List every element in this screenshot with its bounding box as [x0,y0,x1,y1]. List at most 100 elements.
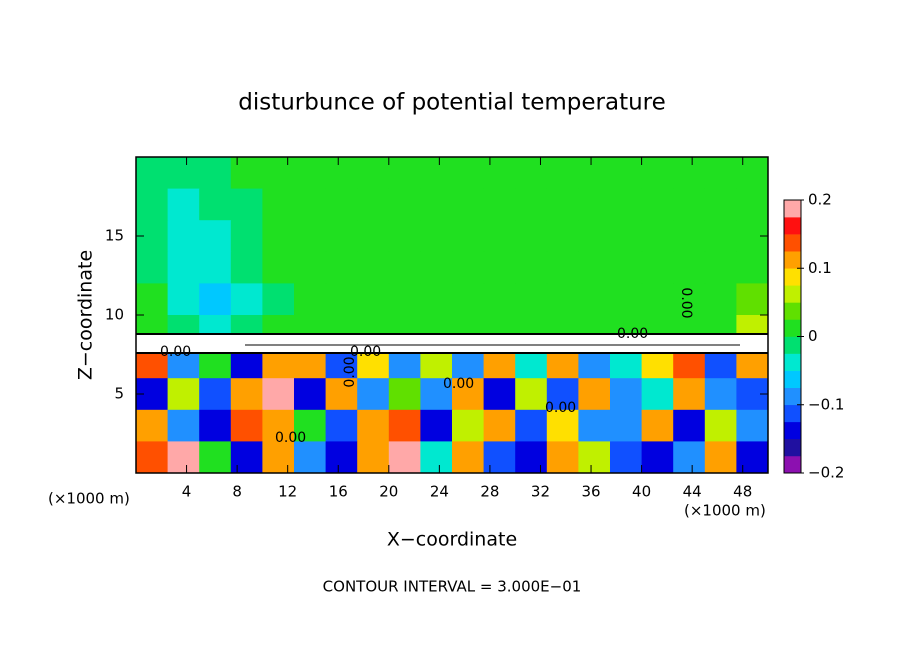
field-cell [641,378,674,411]
x-tick-label: 12 [278,483,297,501]
colorbar-segment [784,404,801,423]
field-cell [262,409,295,442]
field-cell [388,157,421,190]
field-cell [420,283,453,316]
x-tick-label: 28 [480,483,499,501]
field-cell [357,220,390,253]
field-cell [325,220,358,253]
field-cell [546,283,579,316]
field-cell [704,220,737,253]
colorbar-tick-label: 0.1 [808,259,832,277]
field-cell [546,220,579,253]
field-cell [199,378,232,411]
field-cell [199,441,232,474]
field-cell [357,157,390,190]
field-cell [673,157,706,190]
field-cell [357,188,390,221]
field-cell [199,157,232,190]
field-cell [420,441,453,474]
field-cell [736,409,769,442]
field-cell [136,283,169,316]
field-cell [610,220,643,253]
colorbar-segment [784,234,801,252]
contour-label: 0.00 [545,400,576,416]
field-cell [483,409,516,442]
field-cell [294,157,327,190]
field-cell [262,378,295,411]
x-tick-label: 24 [430,483,449,501]
field-cell [262,157,295,190]
field-cell [515,409,548,442]
field-cell [578,441,611,474]
field-cell [167,220,200,253]
field-cell [704,157,737,190]
y-tick-label: 10 [105,306,124,324]
field-cell [578,220,611,253]
field-cell [704,441,737,474]
colorbar-segment [784,438,801,457]
field-cell [452,251,485,284]
contour-label: 0.00 [350,344,381,360]
x-axis-label: X−coordinate [387,529,517,551]
y-tick-label: 5 [114,385,124,403]
contour-label: 0.00 [275,430,306,446]
field-cell [578,378,611,411]
field-cell [641,251,674,284]
field-cell [736,441,769,474]
field-cell [388,188,421,221]
field-cell [199,188,232,221]
contour-label: 0.00 [678,287,694,318]
x-unit: (×1000 m) [48,490,130,508]
field-cell [357,409,390,442]
field-cell [199,251,232,284]
field-cell [704,283,737,316]
field-cell [736,283,769,316]
x-tick-label: 16 [329,483,348,501]
field-cell [704,409,737,442]
field-cell [388,220,421,253]
field-cell [546,441,579,474]
x-tick-label: 8 [232,483,242,501]
field-cell [167,409,200,442]
field-cell [357,441,390,474]
field-cell [578,283,611,316]
x-tick-label: 20 [379,483,398,501]
field-cell [546,409,579,442]
field-cell [357,251,390,284]
field-cell [262,220,295,253]
field-cell [230,251,263,284]
field-cell [199,409,232,442]
field-cell [610,283,643,316]
field-cell [167,441,200,474]
field-cell [230,188,263,221]
colorbar-tick-label: −0.2 [808,464,844,482]
field-cell [452,157,485,190]
field-cell [515,378,548,411]
field-cell [641,157,674,190]
field-cell [325,441,358,474]
colorbar-tick-label: −0.1 [808,395,844,413]
colorbar-segment [784,217,801,235]
field-cell [388,409,421,442]
colorbar-segment [784,455,801,474]
footer: CONTOUR INTERVAL = 3.000E−01 [323,578,582,596]
field-cell [452,188,485,221]
field-cell [325,409,358,442]
field-cell [199,283,232,316]
colorbar-segment [784,421,801,440]
colorbar-segment [784,285,801,303]
field-cell [452,220,485,253]
field-cell [736,251,769,284]
field-cell [673,188,706,221]
field-cell [262,188,295,221]
field-cell [515,251,548,284]
field-cell [483,251,516,284]
field [136,157,769,474]
field-cell [294,283,327,316]
field-cell [610,251,643,284]
field-cell [483,188,516,221]
contour-label: 0.00 [617,326,648,342]
x-tick-label: 32 [531,483,550,501]
field-cell [230,157,263,190]
